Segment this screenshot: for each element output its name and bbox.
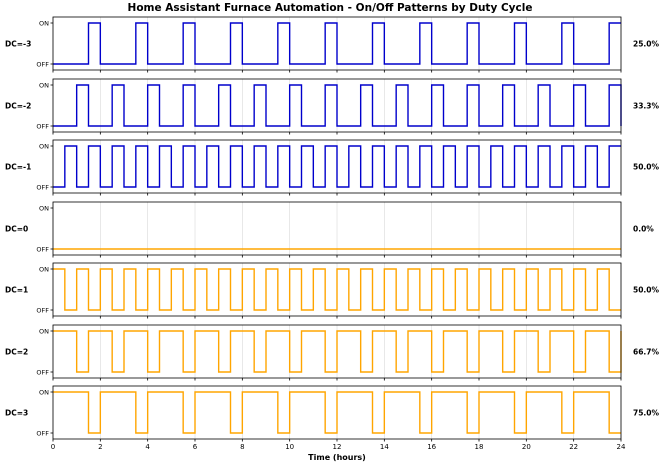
y-tick-label: OFF [36, 246, 49, 254]
panel-dcneg2: ON OFF DC=-2 33.3% [5, 78, 660, 135]
series-label: DC=0 [5, 225, 28, 234]
panel-frame [52, 139, 622, 194]
series-label: DC=3 [5, 409, 28, 418]
series-line [53, 22, 621, 65]
panel-frame [52, 262, 622, 317]
duty-cycle-percent: 0.0% [633, 225, 654, 234]
y-tick-label: OFF [36, 184, 49, 192]
y-tick-label: OFF [36, 369, 49, 377]
panel-frame [52, 385, 622, 440]
duty-cycle-percent: 50.0% [633, 286, 660, 295]
series-label: DC=-1 [5, 163, 31, 172]
duty-cycle-percent: 25.0% [633, 40, 660, 49]
y-tick-label: ON [39, 328, 49, 336]
y-tick-label: OFF [36, 61, 49, 69]
x-axis-label: Time (hours) [308, 453, 366, 462]
duty-cycle-percent: 66.7% [633, 348, 660, 357]
panel-frame [52, 324, 622, 379]
panel-dc1: ON OFF DC=1 50.0% [5, 262, 660, 319]
duty-cycle-percent: 50.0% [633, 163, 660, 172]
panel-frame [52, 201, 622, 256]
y-tick-label: OFF [36, 123, 49, 131]
series-line [53, 268, 621, 311]
y-tick-label: ON [39, 266, 49, 274]
y-tick-label: ON [39, 389, 49, 397]
series-label: DC=-3 [5, 40, 31, 49]
series-line [53, 391, 621, 434]
x-tick-label: 22 [569, 443, 578, 451]
series-label: DC=1 [5, 286, 28, 295]
y-tick-label: ON [39, 82, 49, 90]
y-tick-label: OFF [36, 307, 49, 315]
x-tick-label: 6 [193, 443, 198, 451]
x-tick-label: 18 [475, 443, 484, 451]
panel-dc0: ON OFF DC=0 0.0% [5, 201, 654, 258]
x-tick-label: 0 [51, 443, 55, 451]
duty-cycle-percent: 33.3% [633, 102, 660, 111]
panel-dc2: ON OFF DC=2 66.7% [5, 324, 660, 381]
x-tick-label: 14 [380, 443, 389, 451]
duty-cycle-percent: 75.0% [633, 409, 660, 418]
x-tick-label: 8 [240, 443, 244, 451]
series-line [53, 84, 622, 127]
x-tick-label: 10 [285, 443, 294, 451]
x-tick-label: 24 [617, 443, 626, 451]
y-tick-label: ON [39, 143, 49, 151]
x-tick-label: 2 [98, 443, 102, 451]
series-label: DC=2 [5, 348, 28, 357]
panel-frame [52, 16, 622, 71]
panel-dcneg3: ON OFF DC=-3 25.0% [5, 16, 660, 73]
x-tick-label: 20 [522, 443, 531, 451]
panel-dcneg1: ON OFF DC=-1 50.0% [5, 139, 660, 196]
chart-title: Home Assistant Furnace Automation - On/O… [128, 2, 533, 14]
series-label: DC=-2 [5, 102, 31, 111]
y-tick-label: OFF [36, 430, 49, 438]
x-tick-label: 4 [145, 443, 150, 451]
series-line [53, 330, 622, 373]
panel-frame [52, 78, 622, 133]
x-tick-label: 12 [333, 443, 342, 451]
y-tick-label: ON [39, 20, 49, 28]
panel-dc3: ON OFF DC=3 75.0% [5, 385, 660, 442]
x-tick-label: 16 [427, 443, 436, 451]
y-tick-label: ON [39, 205, 49, 213]
series-line [53, 145, 621, 188]
